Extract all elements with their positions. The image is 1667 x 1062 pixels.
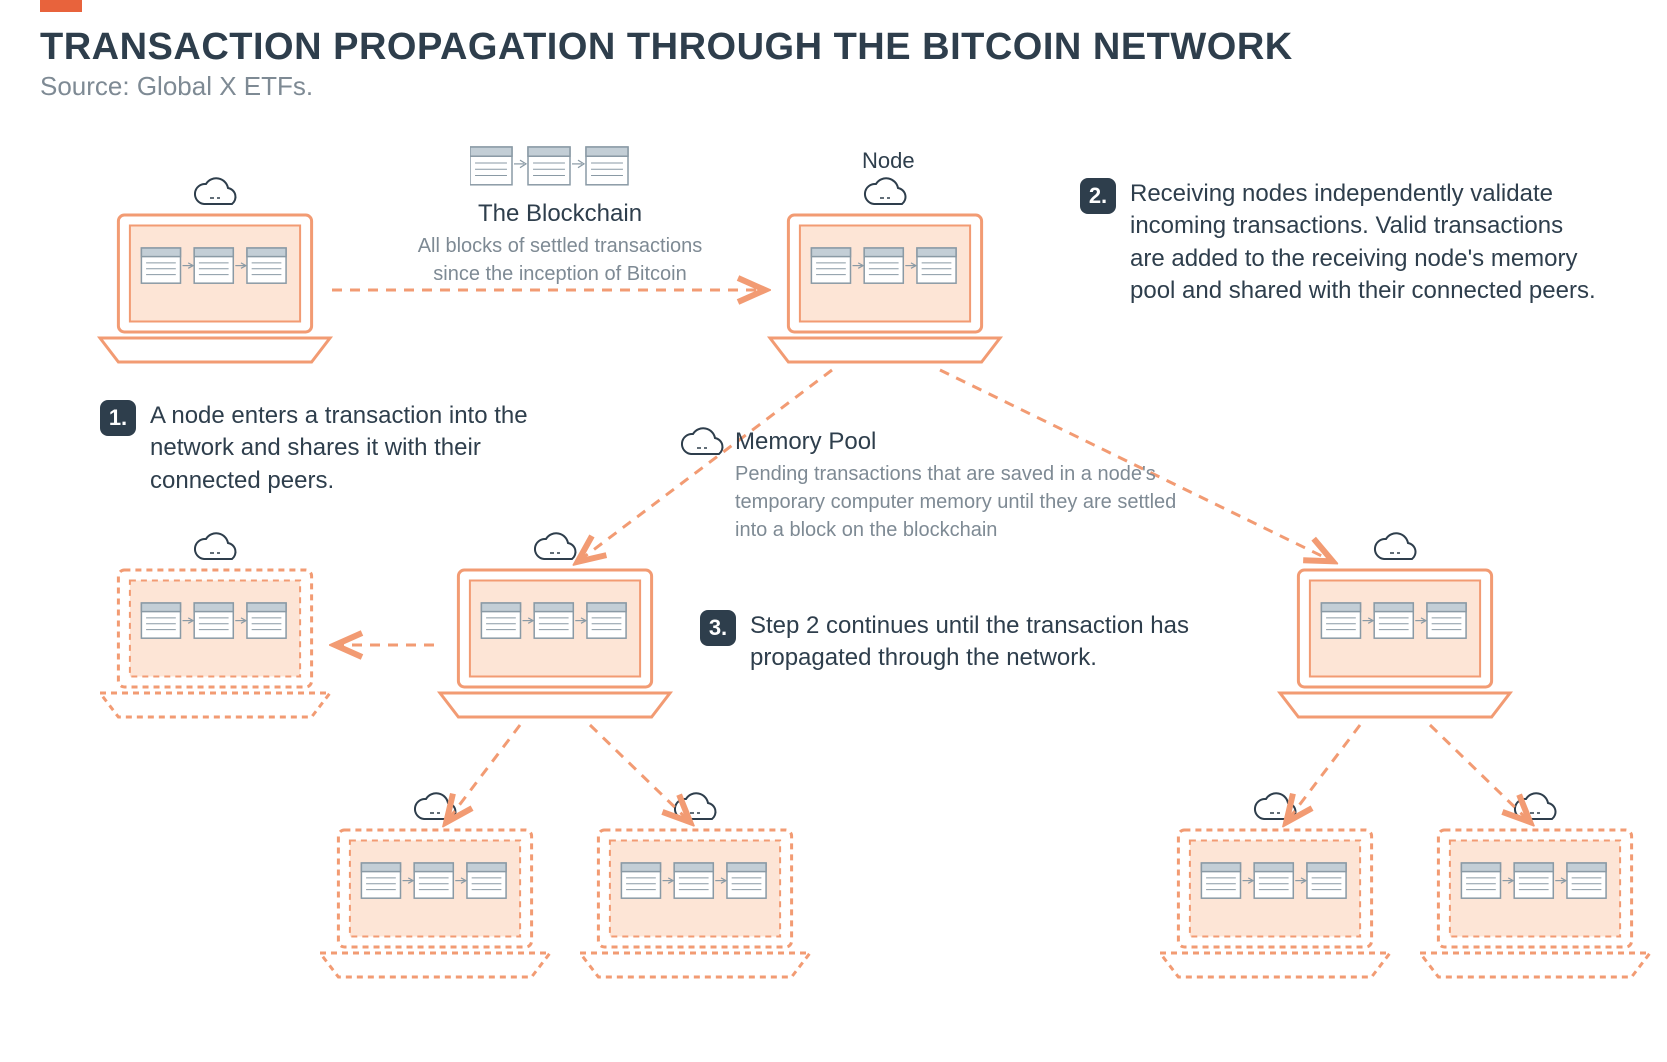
laptop-icon [1160,830,1390,977]
propagation-arrow [1288,725,1360,820]
blockchain-subtitle: All blocks of settled transactions since… [400,232,720,288]
laptop-icon [100,570,330,717]
cloud-icon [865,178,906,204]
cloud-icon [1375,533,1416,559]
cloud-icon [195,533,236,559]
memory-pool-label: Memory Pool Pending transactions that ar… [735,428,1195,544]
blockchain-blocks-icon [470,145,650,200]
laptop-icon [440,570,670,717]
laptop-icon [100,215,330,362]
step-1: 1. A node enters a transaction into the … [100,400,590,497]
laptop-icon [770,215,1000,362]
step-3-badge: 3. [700,610,736,646]
step-2: 2. Receiving nodes independently validat… [1080,178,1600,308]
step-1-badge: 1. [100,400,136,436]
step-1-text: A node enters a transaction into the net… [150,400,590,497]
cloud-icon [535,533,576,559]
cloud-icon [682,428,723,454]
node-label: Node [862,148,915,174]
laptop-icon [580,830,810,977]
cloud-icon [195,178,236,204]
blockchain-label: The Blockchain All blocks of settled tra… [400,200,720,288]
step-2-text: Receiving nodes independently validate i… [1130,178,1600,308]
propagation-arrow [1430,725,1528,820]
step-3: 3. Step 2 continues until the transactio… [700,610,1260,675]
cloud-icon [1255,793,1296,819]
step-3-text: Step 2 continues until the transaction h… [750,610,1260,675]
laptop-icon [1420,830,1650,977]
laptop-icon [320,830,550,977]
cloud-icon [415,793,456,819]
laptop-icon [1280,570,1510,717]
memory-pool-subtitle: Pending transactions that are saved in a… [735,460,1195,544]
propagation-arrow [448,725,520,820]
blockchain-title: The Blockchain [400,200,720,228]
step-2-badge: 2. [1080,178,1116,214]
memory-pool-title: Memory Pool [735,428,1195,456]
propagation-arrow [590,725,688,820]
